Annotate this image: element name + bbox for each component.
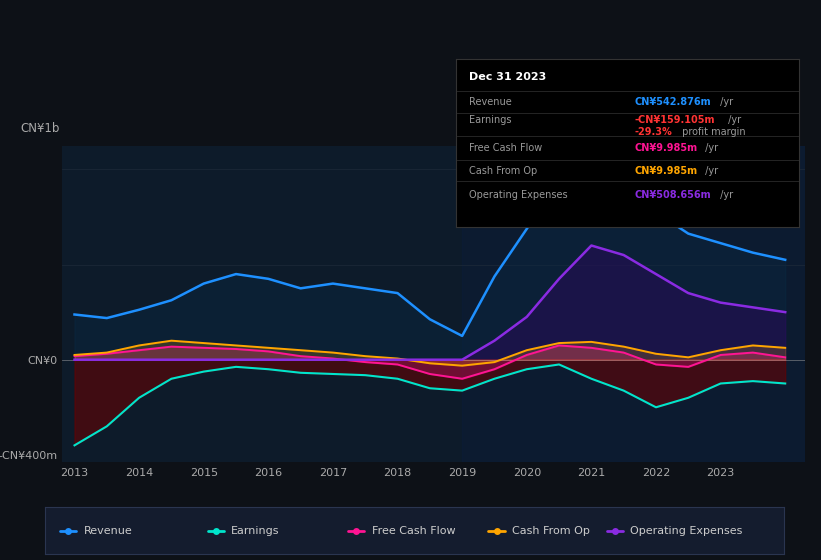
Text: Cash From Op: Cash From Op [470, 166, 538, 175]
Text: Earnings: Earnings [470, 115, 511, 125]
Text: Earnings: Earnings [232, 526, 280, 535]
Text: CN¥9.985m: CN¥9.985m [634, 166, 697, 175]
Text: -CN¥159.105m: -CN¥159.105m [634, 115, 714, 125]
Text: CN¥542.876m: CN¥542.876m [634, 97, 711, 106]
Text: /yr: /yr [725, 115, 741, 125]
Text: /yr: /yr [718, 97, 733, 106]
Text: -29.3%: -29.3% [634, 127, 672, 137]
Text: CN¥508.656m: CN¥508.656m [634, 190, 711, 200]
Text: CN¥9.985m: CN¥9.985m [634, 143, 697, 153]
Text: /yr: /yr [702, 143, 718, 153]
Text: /yr: /yr [702, 166, 718, 175]
Text: Cash From Op: Cash From Op [512, 526, 590, 535]
Text: Operating Expenses: Operating Expenses [631, 526, 743, 535]
Text: Revenue: Revenue [470, 97, 512, 106]
Text: Dec 31 2023: Dec 31 2023 [470, 72, 547, 82]
Bar [462, 146, 805, 462]
Text: Free Cash Flow: Free Cash Flow [372, 526, 456, 535]
Text: CN¥1b: CN¥1b [21, 122, 60, 134]
Text: Operating Expenses: Operating Expenses [470, 190, 568, 200]
Text: /yr: /yr [718, 190, 733, 200]
Text: Free Cash Flow: Free Cash Flow [470, 143, 543, 153]
Text: profit margin: profit margin [680, 127, 746, 137]
Text: Revenue: Revenue [84, 526, 132, 535]
